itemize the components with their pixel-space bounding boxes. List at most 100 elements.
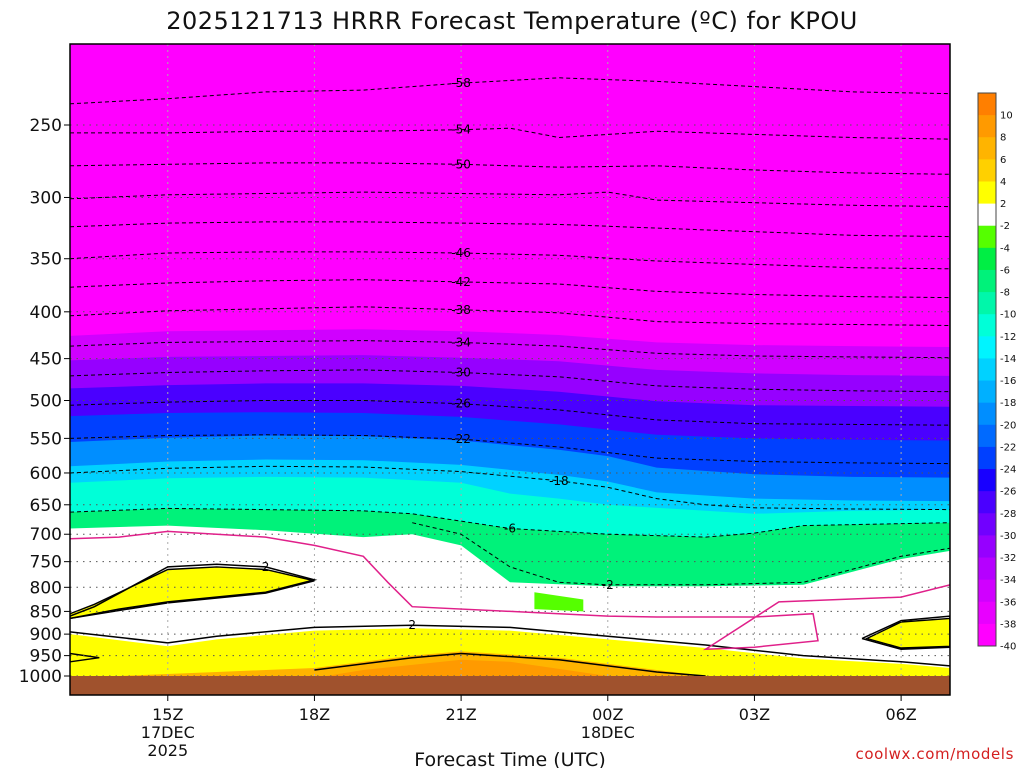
isotherm-line [861, 615, 950, 651]
colorbar-tick-label: -28 [1000, 509, 1016, 520]
x-tick-label: 15Z [152, 705, 183, 724]
x-tick-label: 18Z [299, 705, 330, 724]
isotherm-line [412, 522, 950, 586]
colorbar-swatch [978, 491, 996, 514]
y-tick-label: 350 [30, 250, 62, 270]
colorbar-tick-label: -4 [1000, 243, 1010, 254]
colorbar-tick-label: -2 [1000, 221, 1010, 232]
colorbar-swatch [978, 314, 996, 337]
warm-region [70, 566, 315, 620]
colorbar-swatch [978, 93, 996, 116]
x-tick-label: 06Z [885, 705, 916, 724]
colorbar-swatch [978, 424, 996, 448]
isotherm-line [70, 465, 950, 511]
colorbar-tick-label: -18 [1000, 398, 1016, 409]
colorbar-tick-label: -14 [1000, 354, 1016, 365]
colorbar-swatch [978, 557, 996, 581]
credit-text: coolwx.com/models [856, 745, 1015, 763]
ground-surface [70, 676, 950, 695]
isotherm-label: -38 [451, 303, 471, 317]
colorbar-tick-label: -6 [1000, 265, 1010, 276]
isotherm-label: -18 [549, 474, 569, 488]
x-tick-label: 21Z [445, 705, 476, 724]
colorbar-tick-label: -20 [1000, 420, 1016, 431]
y-tick-label: 250 [30, 116, 62, 136]
plot-frame [69, 43, 951, 696]
colorbar-tick-label: 10 [1000, 111, 1013, 122]
isotherm-label: -58 [451, 76, 471, 90]
colorbar-tick-label: -36 [1000, 597, 1016, 608]
colorbar-tick-label: 2 [1000, 199, 1006, 210]
x-tick-label: 00Z [592, 705, 623, 724]
isotherm-line [70, 434, 950, 465]
colorbar-swatch [978, 402, 996, 426]
isotherm-label: -46 [451, 246, 471, 260]
x-tick-year: 2025 [147, 741, 188, 760]
colorbar-swatch [978, 292, 996, 315]
colorbar-tick-label: 8 [1000, 133, 1006, 144]
colorbar-tick-label: -8 [1000, 288, 1010, 299]
colorbar-swatch [978, 269, 996, 293]
colorbar-swatch [978, 601, 996, 625]
isotherm-label: -34 [451, 335, 471, 349]
colorbar-swatch [978, 535, 996, 559]
colorbar-tick-label: -24 [1000, 465, 1016, 476]
colorbar-frame [977, 92, 997, 647]
y-tick-label: 900 [30, 625, 62, 645]
y-tick-label: 750 [30, 553, 62, 573]
colorbar-tick-label: -30 [1000, 531, 1016, 542]
isotherm-line [70, 563, 318, 620]
colorbar-swatch [978, 380, 996, 404]
colorbar-swatch [978, 469, 996, 492]
colorbar-swatch [978, 623, 996, 647]
colorbar-swatch [978, 446, 996, 470]
colorbar-tick-label: 4 [1000, 177, 1006, 188]
y-tick-label: 850 [30, 602, 62, 622]
colorbar-swatch [978, 115, 996, 138]
colorbar-swatch [978, 137, 996, 160]
y-tick-label: 950 [30, 647, 62, 667]
y-tick-label: 450 [30, 350, 62, 370]
y-tick-label: 300 [30, 188, 62, 208]
isotherm-label: -42 [451, 275, 471, 289]
isotherm-line [314, 652, 706, 677]
colorbar-tick-label: -34 [1000, 575, 1016, 586]
colorbar-tick-label: -40 [1000, 642, 1016, 653]
colorbar-tick-label: -26 [1000, 487, 1016, 498]
colorbar: 10 8 6 4 2 -2 -4 -6 -8 -10 -12 -14 -16 -18 -20 -22 -24 -2… [977, 92, 1016, 653]
chart-title: 2025121713 HRRR Forecast Temperature (ºC… [166, 7, 858, 35]
isotherm-label: -2 [602, 578, 614, 592]
isotherm-label: 2 [408, 618, 416, 632]
y-tick-label: 700 [30, 525, 62, 545]
x-axis-label: Forecast Time (UTC) [414, 749, 605, 768]
colorbar-swatch [978, 159, 996, 182]
isotherm-label: -54 [451, 123, 471, 137]
colorbar-swatch [978, 336, 996, 359]
colorbar-swatch [978, 181, 996, 205]
temperature-band [70, 659, 950, 686]
y-tick-label: 650 [30, 496, 62, 516]
y-tick-label: 500 [30, 392, 62, 412]
isotherm-line [70, 507, 950, 538]
colorbar-tick-label: -12 [1000, 332, 1016, 343]
colorbar-swatch [978, 358, 996, 382]
y-tick-label: 600 [30, 464, 62, 484]
y-tick-label: 550 [30, 429, 62, 449]
colorbar-tick-label: -10 [1000, 310, 1016, 321]
isotherm-label: -30 [451, 366, 471, 380]
x-tick-label: 03Z [739, 705, 770, 724]
colorbar-swatch [978, 513, 996, 536]
isotherm-line [70, 127, 950, 140]
isotherm-label: -6 [504, 522, 516, 536]
isotherm-line [70, 191, 950, 208]
x-tick-date: 17DEC [141, 723, 195, 742]
cold-pocket [534, 592, 584, 612]
plot-area: -58-54-50-46-42-38-34-30-26-22-18-6-222 [70, 44, 950, 695]
isotherm-label: -22 [451, 432, 471, 446]
colorbar-swatch [978, 203, 996, 227]
isotherm-label: -50 [451, 157, 471, 171]
colorbar-tick-label: 6 [1000, 155, 1006, 166]
colorbar-tick-label: -32 [1000, 553, 1016, 564]
warm-region [864, 617, 950, 649]
